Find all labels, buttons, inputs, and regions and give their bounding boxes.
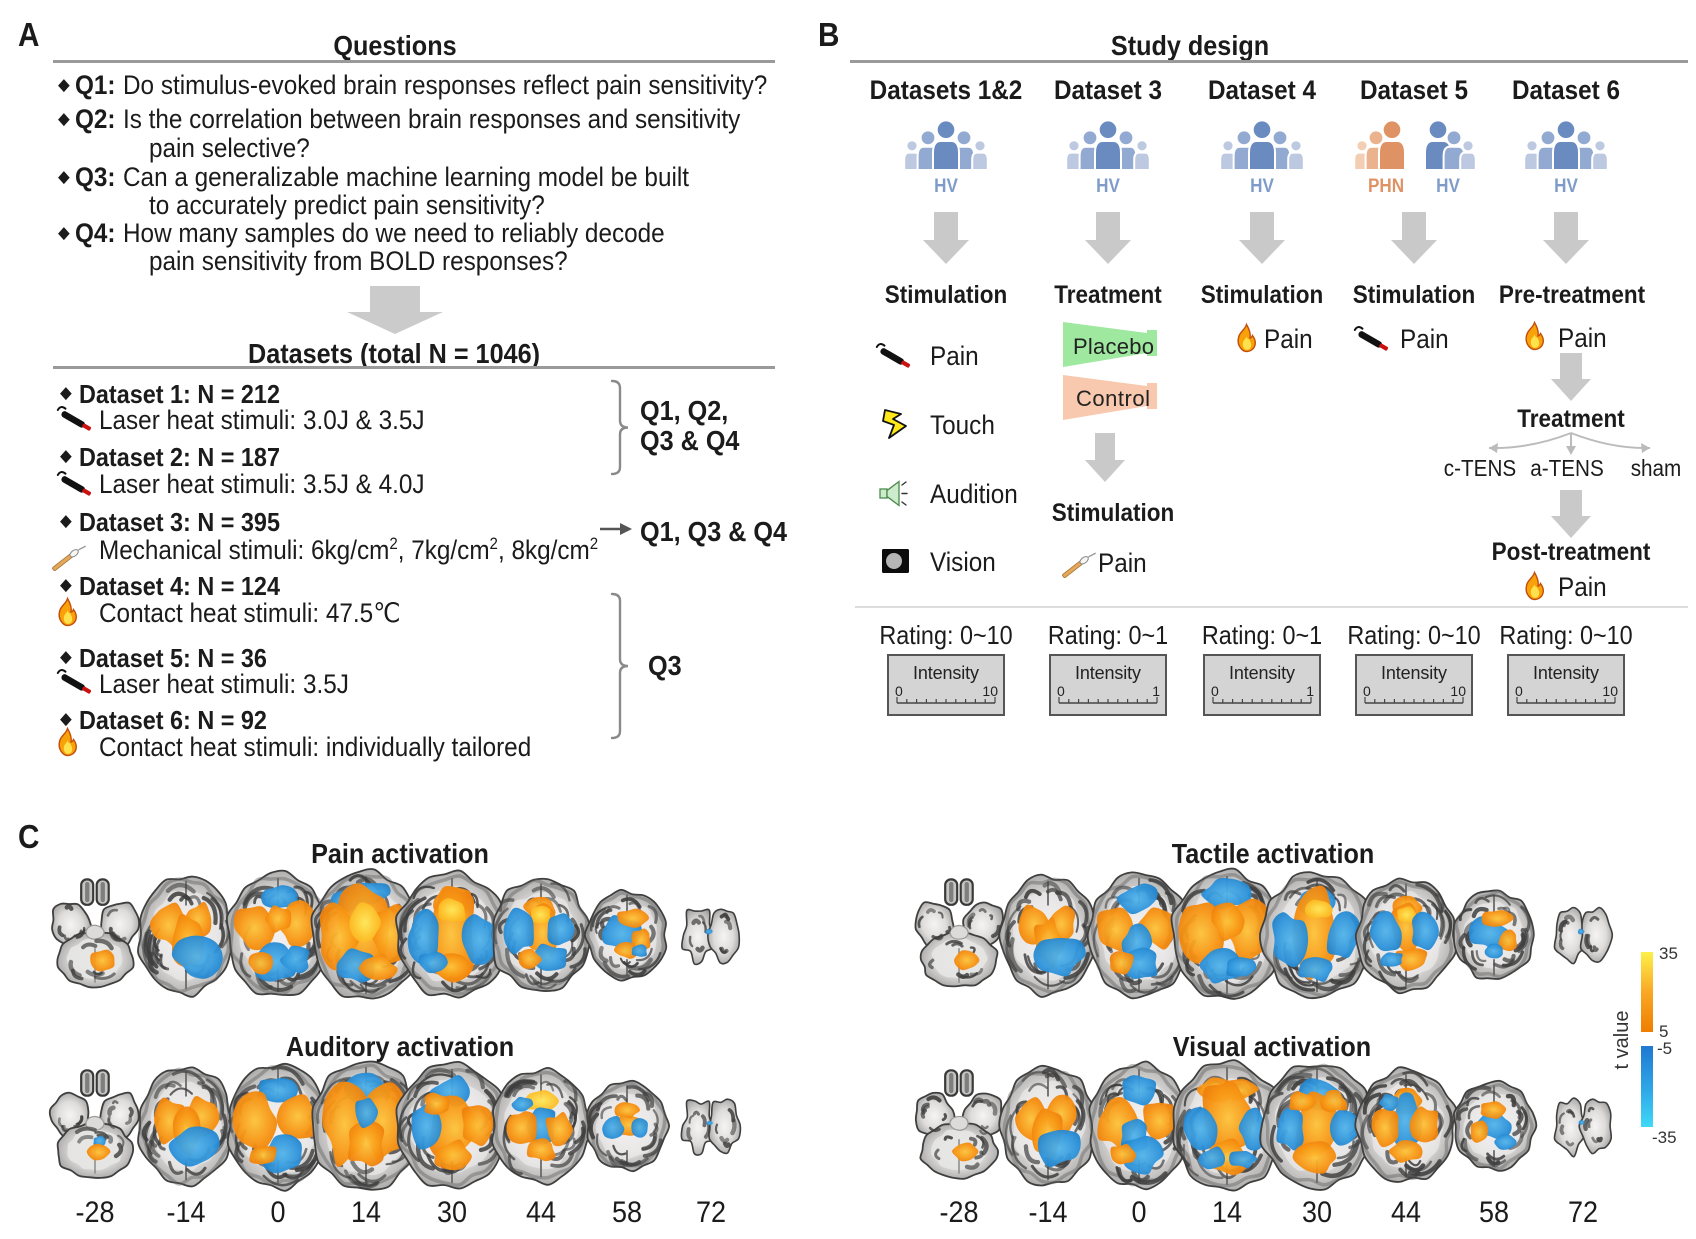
svg-text:Intensity: Intensity <box>1533 663 1599 683</box>
svg-text:10: 10 <box>982 683 998 699</box>
svg-text:0: 0 <box>1057 683 1065 699</box>
svg-text:Intensity: Intensity <box>1381 663 1447 683</box>
svg-text:1: 1 <box>1152 683 1160 699</box>
svg-text:0: 0 <box>1363 683 1371 699</box>
svg-text:0: 0 <box>1515 683 1523 699</box>
svg-text:Placebo: Placebo <box>1073 334 1154 359</box>
svg-text:Intensity: Intensity <box>1075 663 1141 683</box>
svg-text:Control: Control <box>1076 386 1150 411</box>
svg-text:1: 1 <box>1306 683 1314 699</box>
svg-text:-5: -5 <box>1657 1039 1672 1058</box>
svg-text:-35: -35 <box>1652 1128 1677 1147</box>
svg-text:t value: t value <box>1611 1011 1633 1070</box>
svg-text:5: 5 <box>1659 1022 1668 1041</box>
svg-text:10: 10 <box>1450 683 1466 699</box>
svg-text:35: 35 <box>1659 944 1678 963</box>
svg-text:10: 10 <box>1602 683 1618 699</box>
svg-text:Intensity: Intensity <box>1229 663 1295 683</box>
svg-text:0: 0 <box>895 683 903 699</box>
svg-text:0: 0 <box>1211 683 1219 699</box>
svg-text:Intensity: Intensity <box>913 663 979 683</box>
